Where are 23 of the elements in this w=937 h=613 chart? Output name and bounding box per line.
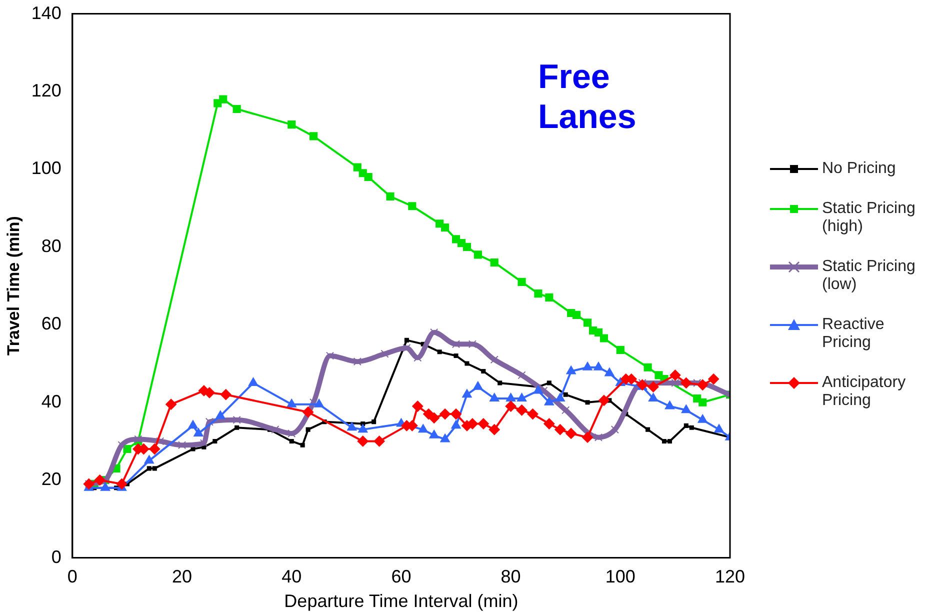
x-tick-label: 40: [282, 566, 302, 587]
y-tick-label: 60: [41, 314, 62, 334]
annotation: Free Lanes: [538, 58, 636, 136]
y-tick-label: 80: [41, 236, 62, 256]
x-tick-label: 100: [605, 566, 636, 587]
legend-label: Static Pricing (low): [822, 258, 916, 294]
y-axis-title: Travel Time (min): [4, 216, 23, 356]
x-axis-title: Departure Time Interval (min): [284, 591, 518, 612]
x-tick-label: 20: [172, 566, 192, 587]
legend-label: Static Pricing (high): [822, 200, 916, 236]
x-tick-label: 80: [500, 566, 521, 587]
legend-label: Reactive Pricing: [822, 316, 886, 352]
y-tick-label: 140: [31, 2, 62, 23]
legend-label: Anticipatory Pricing: [822, 374, 907, 410]
y-tick-label: 120: [31, 80, 62, 100]
x-tick-label: 120: [714, 566, 746, 587]
y-tick-label: 100: [31, 158, 62, 178]
legend-label: No Pricing: [822, 160, 896, 178]
y-tick-label: 0: [51, 546, 62, 567]
y-tick-label: 20: [41, 469, 62, 490]
y-tick-label: 40: [41, 391, 62, 412]
x-tick-label: 0: [67, 566, 78, 587]
x-tick-label: 60: [391, 566, 412, 587]
